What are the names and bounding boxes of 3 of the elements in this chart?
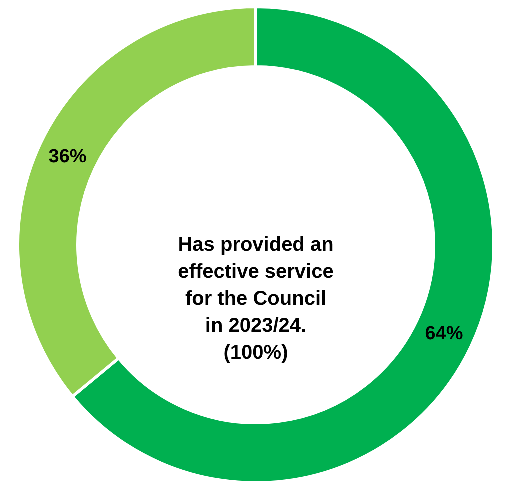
data-label: 36% [48, 146, 87, 168]
data-label: 64% [425, 324, 464, 345]
text: Has provided an effective service for the Council in 2023/24. (100%) [178, 234, 334, 364]
